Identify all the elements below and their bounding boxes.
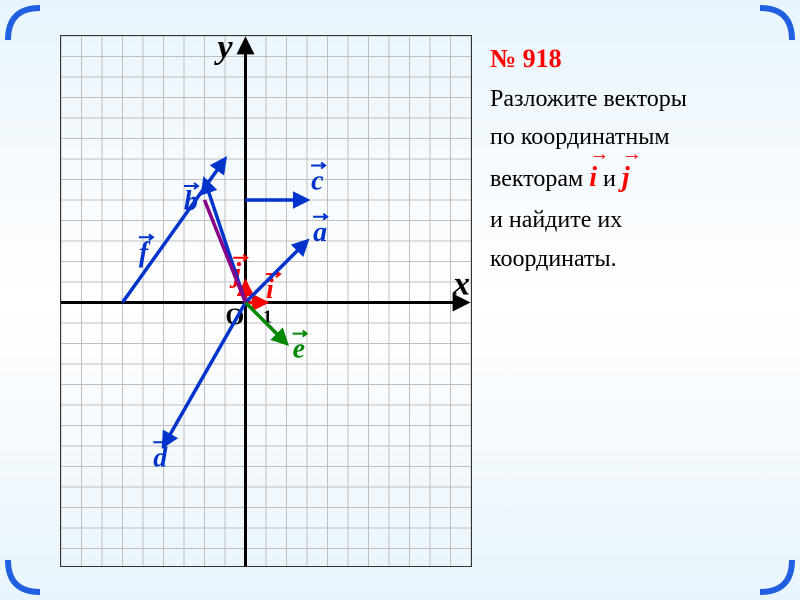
task-line-4: и найдите их	[490, 207, 622, 233]
task-number: № 918	[490, 44, 562, 73]
coordinate-grid: xyO1ijabcdef	[60, 35, 472, 567]
vector-i-label: i	[589, 156, 597, 201]
svg-text:d: d	[153, 442, 168, 473]
plot-svg: xyO1ijabcdef	[61, 36, 471, 566]
svg-text:a: a	[313, 217, 327, 248]
svg-text:c: c	[311, 166, 324, 197]
svg-text:y: y	[214, 36, 234, 66]
task-line-1: Разложите векторы	[490, 86, 687, 112]
task-line-3: векторам	[490, 166, 583, 192]
svg-text:x: x	[452, 266, 470, 303]
frame-corner	[740, 540, 800, 600]
task-line-5: координаты.	[490, 246, 617, 272]
frame-corner	[0, 540, 60, 600]
svg-text:e: e	[293, 334, 305, 365]
frame-corner	[0, 0, 60, 60]
vector-j-label: j	[622, 156, 630, 201]
task-line-2: по координатным	[490, 124, 670, 150]
task-text-block: № 918 Разложите векторы по координатным …	[490, 38, 790, 278]
